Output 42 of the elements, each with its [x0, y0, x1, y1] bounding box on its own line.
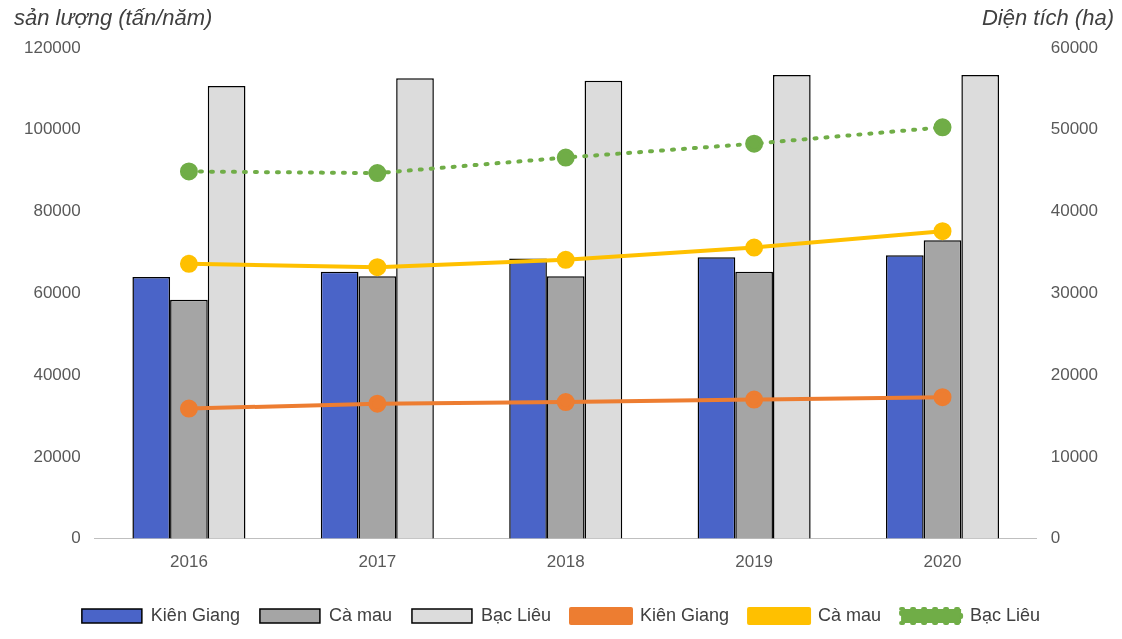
legend-label: Cà mau: [328, 604, 392, 625]
y2-tick-label: 50000: [1050, 119, 1099, 139]
y2-tick-label: 0: [1050, 528, 1061, 548]
legend-label: Kiên Giang: [150, 604, 240, 625]
point: [556, 148, 575, 167]
point: [933, 118, 952, 137]
x-tick-label: 2018: [546, 552, 585, 572]
x-tick-label: 2020: [923, 552, 962, 572]
y-tick-label: 80000: [33, 201, 81, 221]
point: [556, 393, 575, 412]
y-tick-label: 120000: [23, 37, 81, 57]
x-tick-label: 2016: [170, 552, 208, 572]
x-tick-label: 2019: [735, 552, 774, 572]
point: [745, 238, 764, 257]
y-tick-label: 20000: [33, 446, 81, 466]
point: [745, 134, 764, 153]
legend-label: Kiên Giang: [640, 604, 730, 625]
point: [179, 254, 198, 273]
point: [179, 399, 198, 418]
legend-label: Bạc Liêu: [480, 604, 552, 625]
y2-tick-label: 40000: [1050, 201, 1099, 221]
point: [745, 390, 764, 409]
point: [933, 388, 952, 407]
y-tick-label: 60000: [33, 282, 81, 302]
y2-tick-label: 20000: [1050, 364, 1099, 384]
point: [368, 164, 387, 183]
y2-axis-title: Diện tích (ha): [981, 5, 1114, 31]
y-tick-label: 100000: [23, 119, 81, 139]
x-tick-label: 2017: [358, 552, 397, 572]
y2-tick-label: 10000: [1050, 446, 1099, 466]
legend-label: Bạc Liêu: [970, 604, 1041, 625]
y-axis-title: sản lượng (tấn/năm): [14, 5, 213, 31]
y-tick-label: 0: [71, 528, 81, 548]
y-tick-label: 40000: [33, 364, 81, 384]
y2-tick-label: 60000: [1050, 37, 1099, 57]
y2-tick-label: 30000: [1050, 282, 1099, 302]
point: [368, 394, 387, 413]
point: [368, 258, 387, 277]
legend-label: Cà mau: [818, 604, 882, 625]
point: [179, 162, 198, 181]
point: [933, 222, 952, 241]
point: [556, 250, 575, 269]
